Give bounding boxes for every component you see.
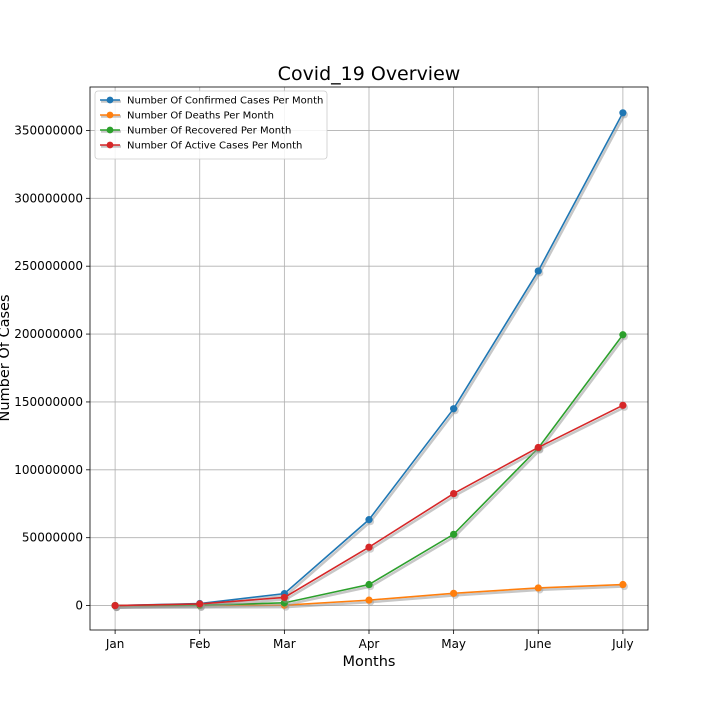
data-point bbox=[280, 593, 288, 602]
x-tick-label: Jan bbox=[105, 637, 125, 651]
legend-label: Number Of Recovered Per Month bbox=[127, 126, 291, 137]
data-point bbox=[111, 601, 119, 610]
legend-box bbox=[94, 90, 328, 160]
y-tick-label: 250000000 bbox=[14, 259, 83, 273]
y-tick-label: 100000000 bbox=[14, 463, 83, 477]
legend-item: Number Of Recovered Per Month bbox=[100, 126, 291, 137]
data-point bbox=[534, 443, 542, 452]
data-point bbox=[365, 516, 373, 524]
x-tick-label: May bbox=[441, 637, 466, 651]
x-tick-label: Mar bbox=[273, 637, 296, 651]
legend-marker bbox=[106, 141, 114, 149]
data-point bbox=[280, 599, 288, 607]
x-tick-label: Apr bbox=[359, 637, 380, 651]
x-tick-label: June bbox=[524, 637, 551, 651]
legend-label: Number Of Deaths Per Month bbox=[127, 111, 274, 122]
x-axis-title: Months bbox=[342, 654, 395, 670]
legend-label: Number Of Confirmed Cases Per Month bbox=[127, 96, 323, 107]
series-3 bbox=[111, 401, 628, 612]
grid-lines bbox=[90, 87, 648, 630]
series-2 bbox=[111, 331, 628, 612]
axes: Jan Feb Mar Apr May June July 0 50000000 10000000… bbox=[14, 86, 649, 651]
data-point bbox=[365, 596, 373, 604]
data-point bbox=[196, 600, 204, 608]
legend-marker bbox=[106, 126, 114, 134]
data-point bbox=[450, 405, 458, 413]
data-point bbox=[450, 589, 458, 597]
data-point bbox=[619, 401, 627, 409]
data-point bbox=[365, 543, 373, 551]
y-tick-label: 300000000 bbox=[14, 191, 83, 205]
y-tick-label: 50000000 bbox=[22, 531, 83, 545]
legend-label: Number Of Active Cases Per Month bbox=[127, 141, 302, 152]
legend-marker bbox=[106, 111, 114, 119]
chart-title: Covid_19 Overview bbox=[278, 63, 461, 85]
data-point bbox=[619, 580, 627, 589]
data-point bbox=[619, 109, 627, 117]
data-point bbox=[534, 267, 542, 275]
data-point bbox=[450, 489, 458, 498]
y-axis-title: Number Of Cases bbox=[0, 294, 13, 421]
x-tick-label: July bbox=[611, 637, 634, 651]
series-line-shadow bbox=[116, 335, 626, 609]
x-tick-label: Feb bbox=[189, 637, 210, 651]
legend-item: Number Of Deaths Per Month bbox=[100, 111, 274, 122]
data-point bbox=[365, 580, 373, 589]
y-tick-label: 0 bbox=[75, 599, 83, 613]
legend: Number Of Confirmed Cases Per Month Numbe… bbox=[94, 90, 328, 160]
data-point bbox=[534, 584, 542, 592]
series-line-shadow bbox=[116, 114, 626, 609]
y-tick-label: 200000000 bbox=[14, 327, 83, 341]
series-0 bbox=[111, 109, 628, 612]
legend-marker bbox=[106, 96, 114, 104]
data-point bbox=[619, 331, 627, 339]
data-point bbox=[450, 530, 458, 538]
legend-item: Number Of Confirmed Cases Per Month bbox=[100, 96, 323, 107]
legend-item: Number Of Active Cases Per Month bbox=[100, 141, 302, 152]
plot-frame bbox=[89, 86, 649, 631]
y-tick-label: 350000000 bbox=[14, 123, 83, 137]
series-lines bbox=[111, 109, 628, 612]
y-tick-label: 150000000 bbox=[14, 395, 83, 409]
